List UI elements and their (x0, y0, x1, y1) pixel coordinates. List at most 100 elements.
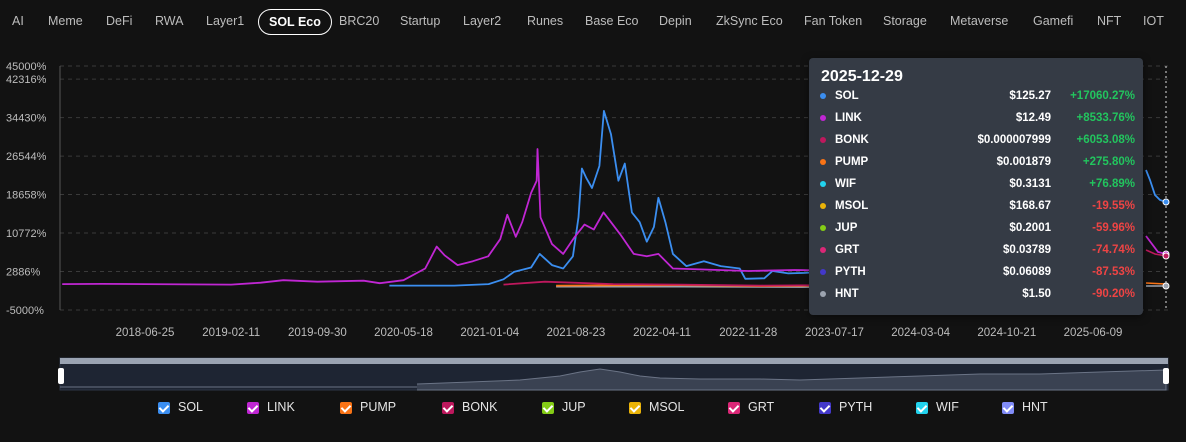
tooltip-price: $0.03789 (1003, 244, 1051, 256)
x-tick-label: 2025-06-09 (1064, 327, 1123, 339)
tab-layer1[interactable]: Layer1 (206, 14, 245, 28)
checkbox-icon[interactable] (340, 402, 352, 414)
legend-label: WIF (936, 400, 959, 414)
tab-gamefi[interactable]: Gamefi (1033, 14, 1074, 28)
performance-chart: 45000%42316% 34430% 26544% 18658% 10772% 2886… (6, 61, 1170, 391)
tab-depin[interactable]: Depin (659, 14, 692, 28)
legend-label: HNT (1022, 400, 1048, 414)
series-line-pump-tail (1145, 282, 1167, 285)
tab-nft[interactable]: NFT (1097, 14, 1122, 28)
tooltip-row-wif: WIF $0.3131 +76.89% (809, 174, 1143, 196)
series-line-link (62, 148, 835, 286)
checkbox-icon[interactable] (158, 402, 170, 414)
chart-tooltip: 2025-12-29 SOL $125.27 +17060.27% LINK $12.4… (809, 58, 1143, 315)
tab-runes[interactable]: Runes (527, 14, 564, 28)
tab-rwa[interactable]: RWA (155, 14, 184, 28)
tab-fan-token[interactable]: Fan Token (804, 14, 863, 28)
tab-zksync-eco[interactable]: ZkSync Eco (716, 14, 783, 28)
tab-iot[interactable]: IOT (1143, 14, 1164, 28)
series-dot-icon (820, 115, 826, 121)
range-navigator-series (416, 368, 1167, 391)
tooltip-asset-name: MSOL (835, 200, 869, 212)
tab-startup[interactable]: Startup (400, 14, 441, 28)
legend-label: JUP (562, 400, 586, 414)
tooltip-price: $125.27 (1009, 90, 1051, 102)
hover-point-marker (1162, 282, 1170, 290)
tooltip-row-jup: JUP $0.2001 -59.96% (809, 218, 1143, 240)
series-dot-icon (820, 181, 826, 187)
tooltip-change: +6053.08% (1076, 134, 1135, 146)
tooltip-change: +17060.27% (1070, 90, 1135, 102)
tooltip-asset-name: LINK (835, 112, 862, 124)
checkbox-icon[interactable] (728, 402, 740, 414)
tooltip-price: $0.2001 (1009, 222, 1051, 234)
tooltip-row-msol: MSOL $168.67 -19.55% (809, 196, 1143, 218)
checkbox-icon[interactable] (442, 402, 454, 414)
x-tick-label: 2024-10-21 (977, 327, 1036, 339)
series-dot-icon (820, 269, 826, 275)
tooltip-price: $0.3131 (1009, 178, 1051, 190)
series-line-sol-tail (1145, 169, 1167, 203)
legend-label: PUMP (360, 400, 397, 414)
tooltip-row-hnt: HNT $1.50 -90.20% (809, 284, 1143, 306)
series-dot-icon (820, 93, 826, 99)
range-handle-right[interactable] (1163, 368, 1169, 384)
checkbox-icon[interactable] (819, 402, 831, 414)
x-tick-label: 2022-11-28 (719, 327, 777, 339)
checkbox-icon[interactable] (916, 402, 928, 414)
tab-metaverse[interactable]: Metaverse (950, 14, 1009, 28)
series-dot-icon (820, 159, 826, 165)
x-tick-label: 2020-05-18 (374, 327, 433, 339)
tooltip-asset-name: GRT (835, 244, 860, 256)
x-tick-label: 2024-03-04 (891, 327, 950, 339)
tooltip-row-grt: GRT $0.03789 -74.74% (809, 240, 1143, 262)
legend-label: LINK (267, 400, 295, 414)
tooltip-change: +275.80% (1082, 156, 1135, 168)
series-line-bonk-tail (1145, 249, 1167, 257)
series-line-link-tail (1145, 235, 1167, 255)
checkbox-icon[interactable] (542, 402, 554, 414)
tooltip-price: $0.06089 (1003, 266, 1051, 278)
series-dot-icon (820, 203, 826, 209)
tooltip-price: $0.000007999 (977, 134, 1051, 146)
tooltip-asset-name: PYTH (835, 266, 866, 278)
tab-storage[interactable]: Storage (883, 14, 927, 28)
tooltip-price: $1.50 (1022, 288, 1051, 300)
x-tick-label: 2021-01-04 (460, 327, 519, 339)
series-dot-icon (820, 225, 826, 231)
tab-defi[interactable]: DeFi (106, 14, 133, 28)
range-handle-left[interactable] (58, 368, 64, 384)
y-tick-label: 42316% (6, 74, 47, 86)
series-dot-icon (820, 291, 826, 297)
tooltip-asset-name: PUMP (835, 156, 869, 168)
y-tick-label: -5000% (6, 305, 44, 317)
tab-sol-eco[interactable]: SOL Eco (258, 9, 332, 35)
series-line-bonk (503, 280, 835, 287)
x-tick-label: 2023-07-17 (805, 327, 864, 339)
checkbox-icon[interactable] (247, 402, 259, 414)
tooltip-asset-name: HNT (835, 288, 859, 300)
tooltip-row-bonk: BONK $0.000007999 +6053.08% (809, 130, 1143, 152)
x-tick-label: 2019-02-11 (202, 327, 260, 339)
tab-base-eco[interactable]: Base Eco (585, 14, 639, 28)
tab-layer2[interactable]: Layer2 (463, 14, 502, 28)
checkbox-icon[interactable] (1002, 402, 1014, 414)
tab-meme[interactable]: Meme (48, 14, 83, 28)
tooltip-change: -90.20% (1092, 288, 1135, 300)
tab-brc20[interactable]: BRC20 (339, 14, 380, 28)
tooltip-change: -87.53% (1092, 266, 1135, 278)
legend-label: GRT (748, 400, 775, 414)
hover-point-marker (1162, 198, 1170, 206)
tooltip-row-sol: SOL $125.27 +17060.27% (809, 86, 1143, 108)
tooltip-row-link: LINK $12.49 +8533.76% (809, 108, 1143, 130)
series-line-sol (389, 110, 832, 287)
checkbox-icon[interactable] (629, 402, 641, 414)
legend-label: MSOL (649, 400, 685, 414)
series-dot-icon (820, 137, 826, 143)
x-tick-label: 2022-04-11 (633, 327, 691, 339)
legend-label: BONK (462, 400, 498, 414)
tooltip-asset-name: JUP (835, 222, 858, 234)
series-line-hnt (556, 285, 835, 288)
tab-ai[interactable]: AI (12, 14, 24, 28)
y-tick-label: 45000% (6, 61, 47, 73)
